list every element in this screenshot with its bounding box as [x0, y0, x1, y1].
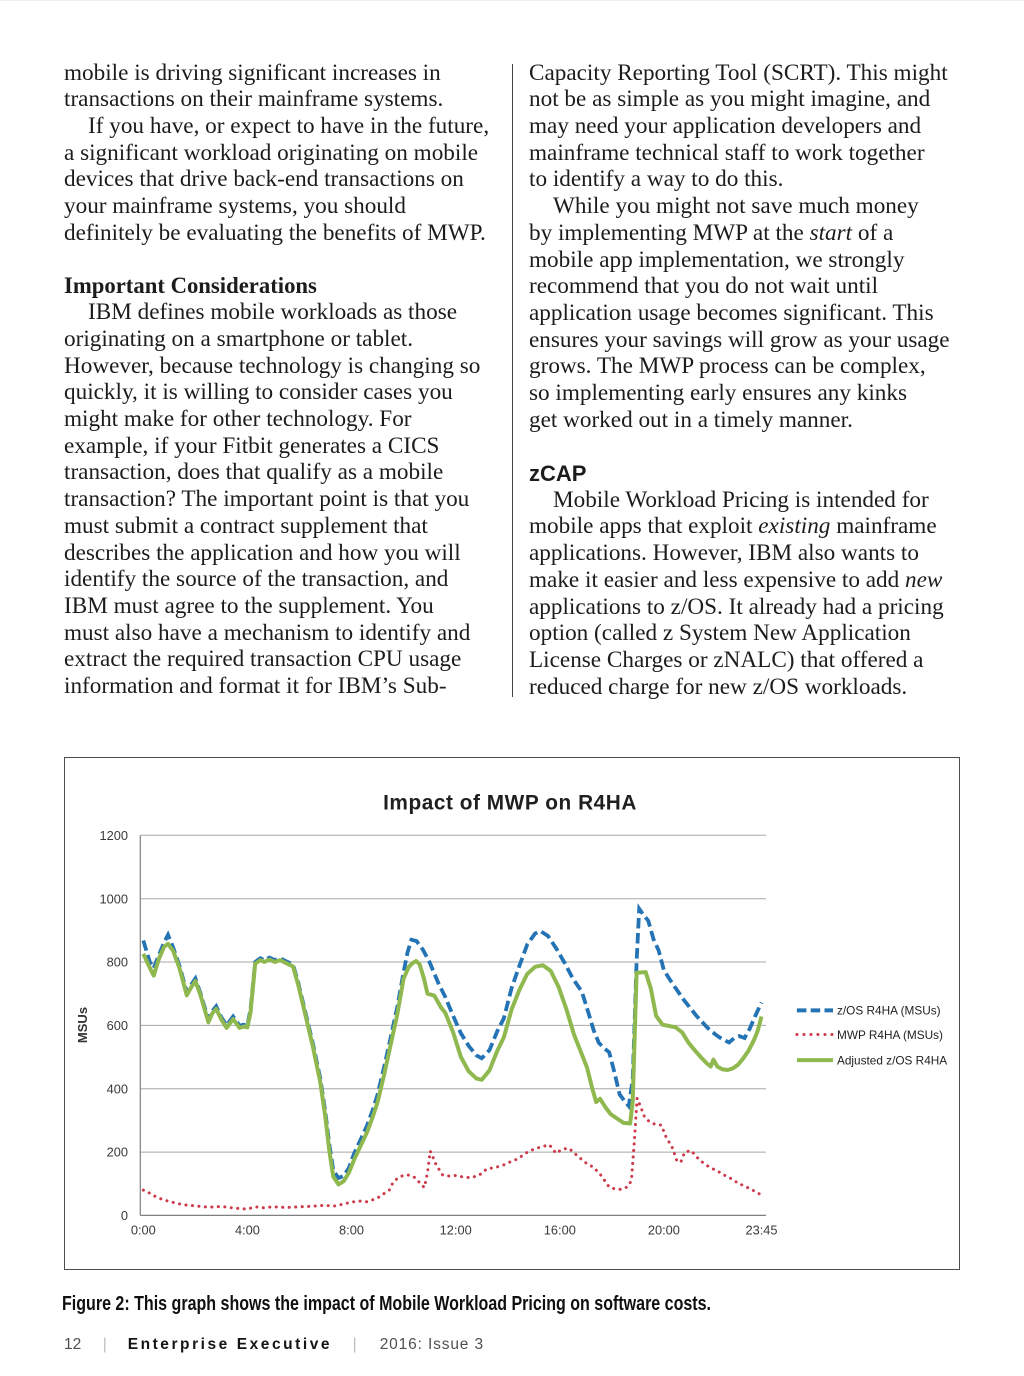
svg-text:Impact of MWP on R4HA: Impact of MWP on R4HA — [383, 792, 637, 815]
svg-text:400: 400 — [107, 1081, 128, 1096]
svg-text:12:00: 12:00 — [440, 1223, 472, 1238]
svg-text:23:45: 23:45 — [745, 1223, 777, 1238]
svg-text:MSUs: MSUs — [75, 1007, 90, 1043]
svg-text:MWP R4HA (MSUs): MWP R4HA (MSUs) — [837, 1028, 943, 1042]
svg-text:20:00: 20:00 — [648, 1223, 680, 1238]
svg-text:4:00: 4:00 — [235, 1223, 260, 1238]
svg-text:0: 0 — [121, 1208, 128, 1223]
svg-text:0:00: 0:00 — [131, 1223, 156, 1238]
svg-text:16:00: 16:00 — [544, 1223, 576, 1238]
svg-text:1200: 1200 — [100, 828, 128, 843]
svg-text:z/OS R4HA (MSUs): z/OS R4HA (MSUs) — [837, 1004, 941, 1018]
svg-text:Adjusted z/OS R4HA: Adjusted z/OS R4HA — [837, 1053, 947, 1067]
svg-text:600: 600 — [107, 1018, 128, 1033]
svg-text:200: 200 — [107, 1145, 128, 1160]
svg-text:800: 800 — [107, 955, 128, 970]
svg-text:1000: 1000 — [100, 891, 128, 906]
svg-text:8:00: 8:00 — [339, 1223, 364, 1238]
